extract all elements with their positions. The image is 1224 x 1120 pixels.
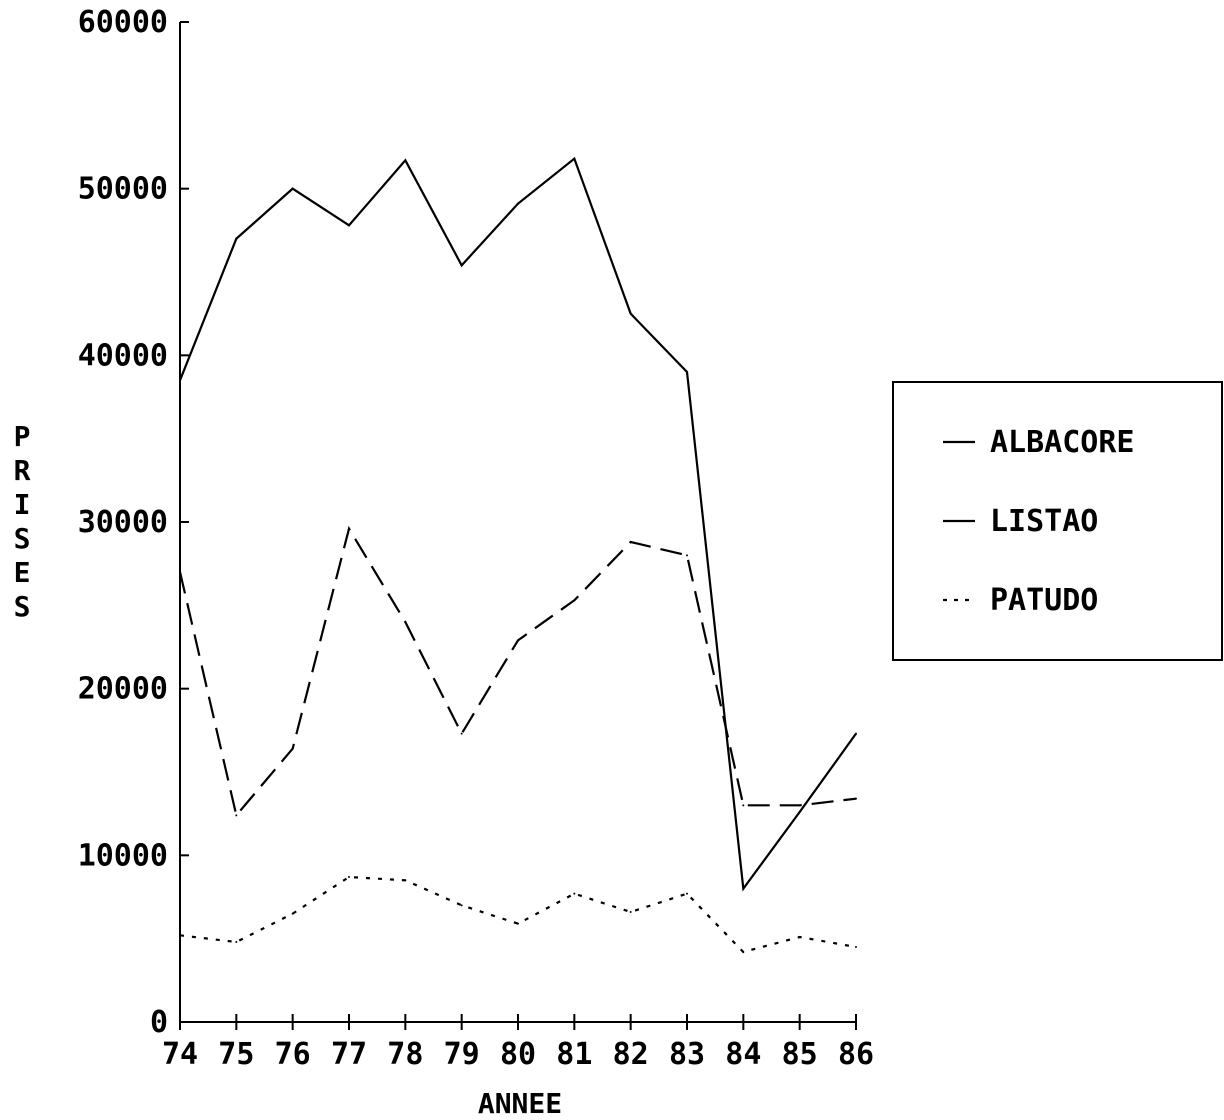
data-point-albacore: [348, 224, 350, 227]
x-tick-label: 77: [331, 1037, 367, 1072]
data-point-listao: [179, 571, 181, 573]
x-tick-label: 86: [838, 1037, 874, 1072]
data-point-patudo: [235, 941, 238, 943]
series-line-listao: [178, 525, 857, 818]
y-axis-title-letter: S: [14, 590, 31, 623]
y-tick-label: 10000: [78, 838, 168, 873]
x-tick-label: 81: [556, 1037, 592, 1072]
data-point-listao: [460, 732, 463, 735]
y-tick-label: 0: [150, 1005, 168, 1040]
x-tick-label: 74: [162, 1037, 198, 1072]
x-tick-label: 75: [218, 1037, 254, 1072]
data-point-albacore: [517, 202, 519, 205]
y-axis-title-letter: P: [14, 420, 31, 453]
data-point-patudo: [629, 911, 632, 913]
data-point-patudo: [460, 904, 463, 907]
data-point-listao: [235, 814, 238, 817]
data-point-listao: [855, 797, 857, 800]
data-point-albacore: [629, 312, 632, 315]
series-line-patudo: [179, 875, 857, 954]
data-point-listao: [686, 554, 688, 557]
data-point-listao: [404, 621, 407, 623]
data-point-listao: [798, 804, 801, 807]
y-axis-title-letter: E: [14, 556, 31, 589]
data-point-albacore: [798, 811, 801, 813]
data-point-albacore: [742, 887, 745, 890]
x-tick-label: 79: [444, 1037, 480, 1072]
data-point-patudo: [348, 876, 350, 878]
x-tick-label: 85: [782, 1037, 818, 1072]
data-point-listao: [291, 747, 294, 750]
data-point-listao: [517, 639, 519, 642]
data-point-patudo: [517, 922, 519, 925]
x-tick-label: 82: [613, 1037, 649, 1072]
data-point-albacore: [686, 371, 688, 373]
y-tick-label: 50000: [78, 172, 168, 207]
data-point-listao: [742, 804, 745, 807]
series-line-albacore: [178, 156, 857, 892]
y-tick-label: 40000: [78, 338, 168, 373]
axes: 0 10000 20000 30000 40000 50000 60000 74 75 76 77 7…: [78, 5, 874, 1072]
y-axis-title-letter: I: [14, 488, 31, 521]
data-point-albacore: [291, 187, 294, 190]
x-axis-title: ANNEE: [478, 1087, 562, 1120]
legend-label: PATUDO: [990, 583, 1098, 618]
data-point-patudo: [686, 892, 688, 895]
data-point-albacore: [404, 159, 407, 162]
data-point-patudo: [291, 912, 294, 915]
y-tick-label: 30000: [78, 505, 168, 540]
x-tick-label: 84: [725, 1037, 761, 1072]
series-layer: [178, 156, 857, 954]
x-tick-label: 78: [387, 1037, 423, 1072]
y-axis-title-letter: R: [14, 454, 31, 487]
x-tick-label: 80: [500, 1037, 536, 1072]
data-point-patudo: [404, 879, 407, 882]
data-point-albacore: [460, 264, 463, 267]
data-point-albacore: [179, 379, 181, 382]
y-axis-title-letter: S: [14, 522, 31, 555]
data-point-albacore: [573, 157, 576, 160]
data-point-listao: [348, 527, 350, 530]
legend-label: LISTAO: [990, 504, 1098, 539]
y-tick-label: 20000: [78, 672, 168, 707]
data-point-patudo: [798, 936, 801, 938]
legend: ALBACORE LISTAO PATUDO: [892, 381, 1223, 661]
x-tick-label: 76: [275, 1037, 311, 1072]
data-point-patudo: [855, 946, 857, 948]
x-tick-label: 83: [669, 1037, 705, 1072]
y-tick-label: 60000: [78, 5, 168, 40]
data-point-patudo: [179, 934, 181, 937]
data-point-albacore: [855, 732, 857, 735]
data-point-patudo: [742, 951, 745, 953]
data-point-listao: [629, 541, 632, 543]
legend-label: ALBACORE: [990, 425, 1135, 460]
data-point-listao: [573, 599, 576, 602]
data-point-patudo: [573, 892, 576, 895]
data-point-albacore: [235, 237, 238, 240]
